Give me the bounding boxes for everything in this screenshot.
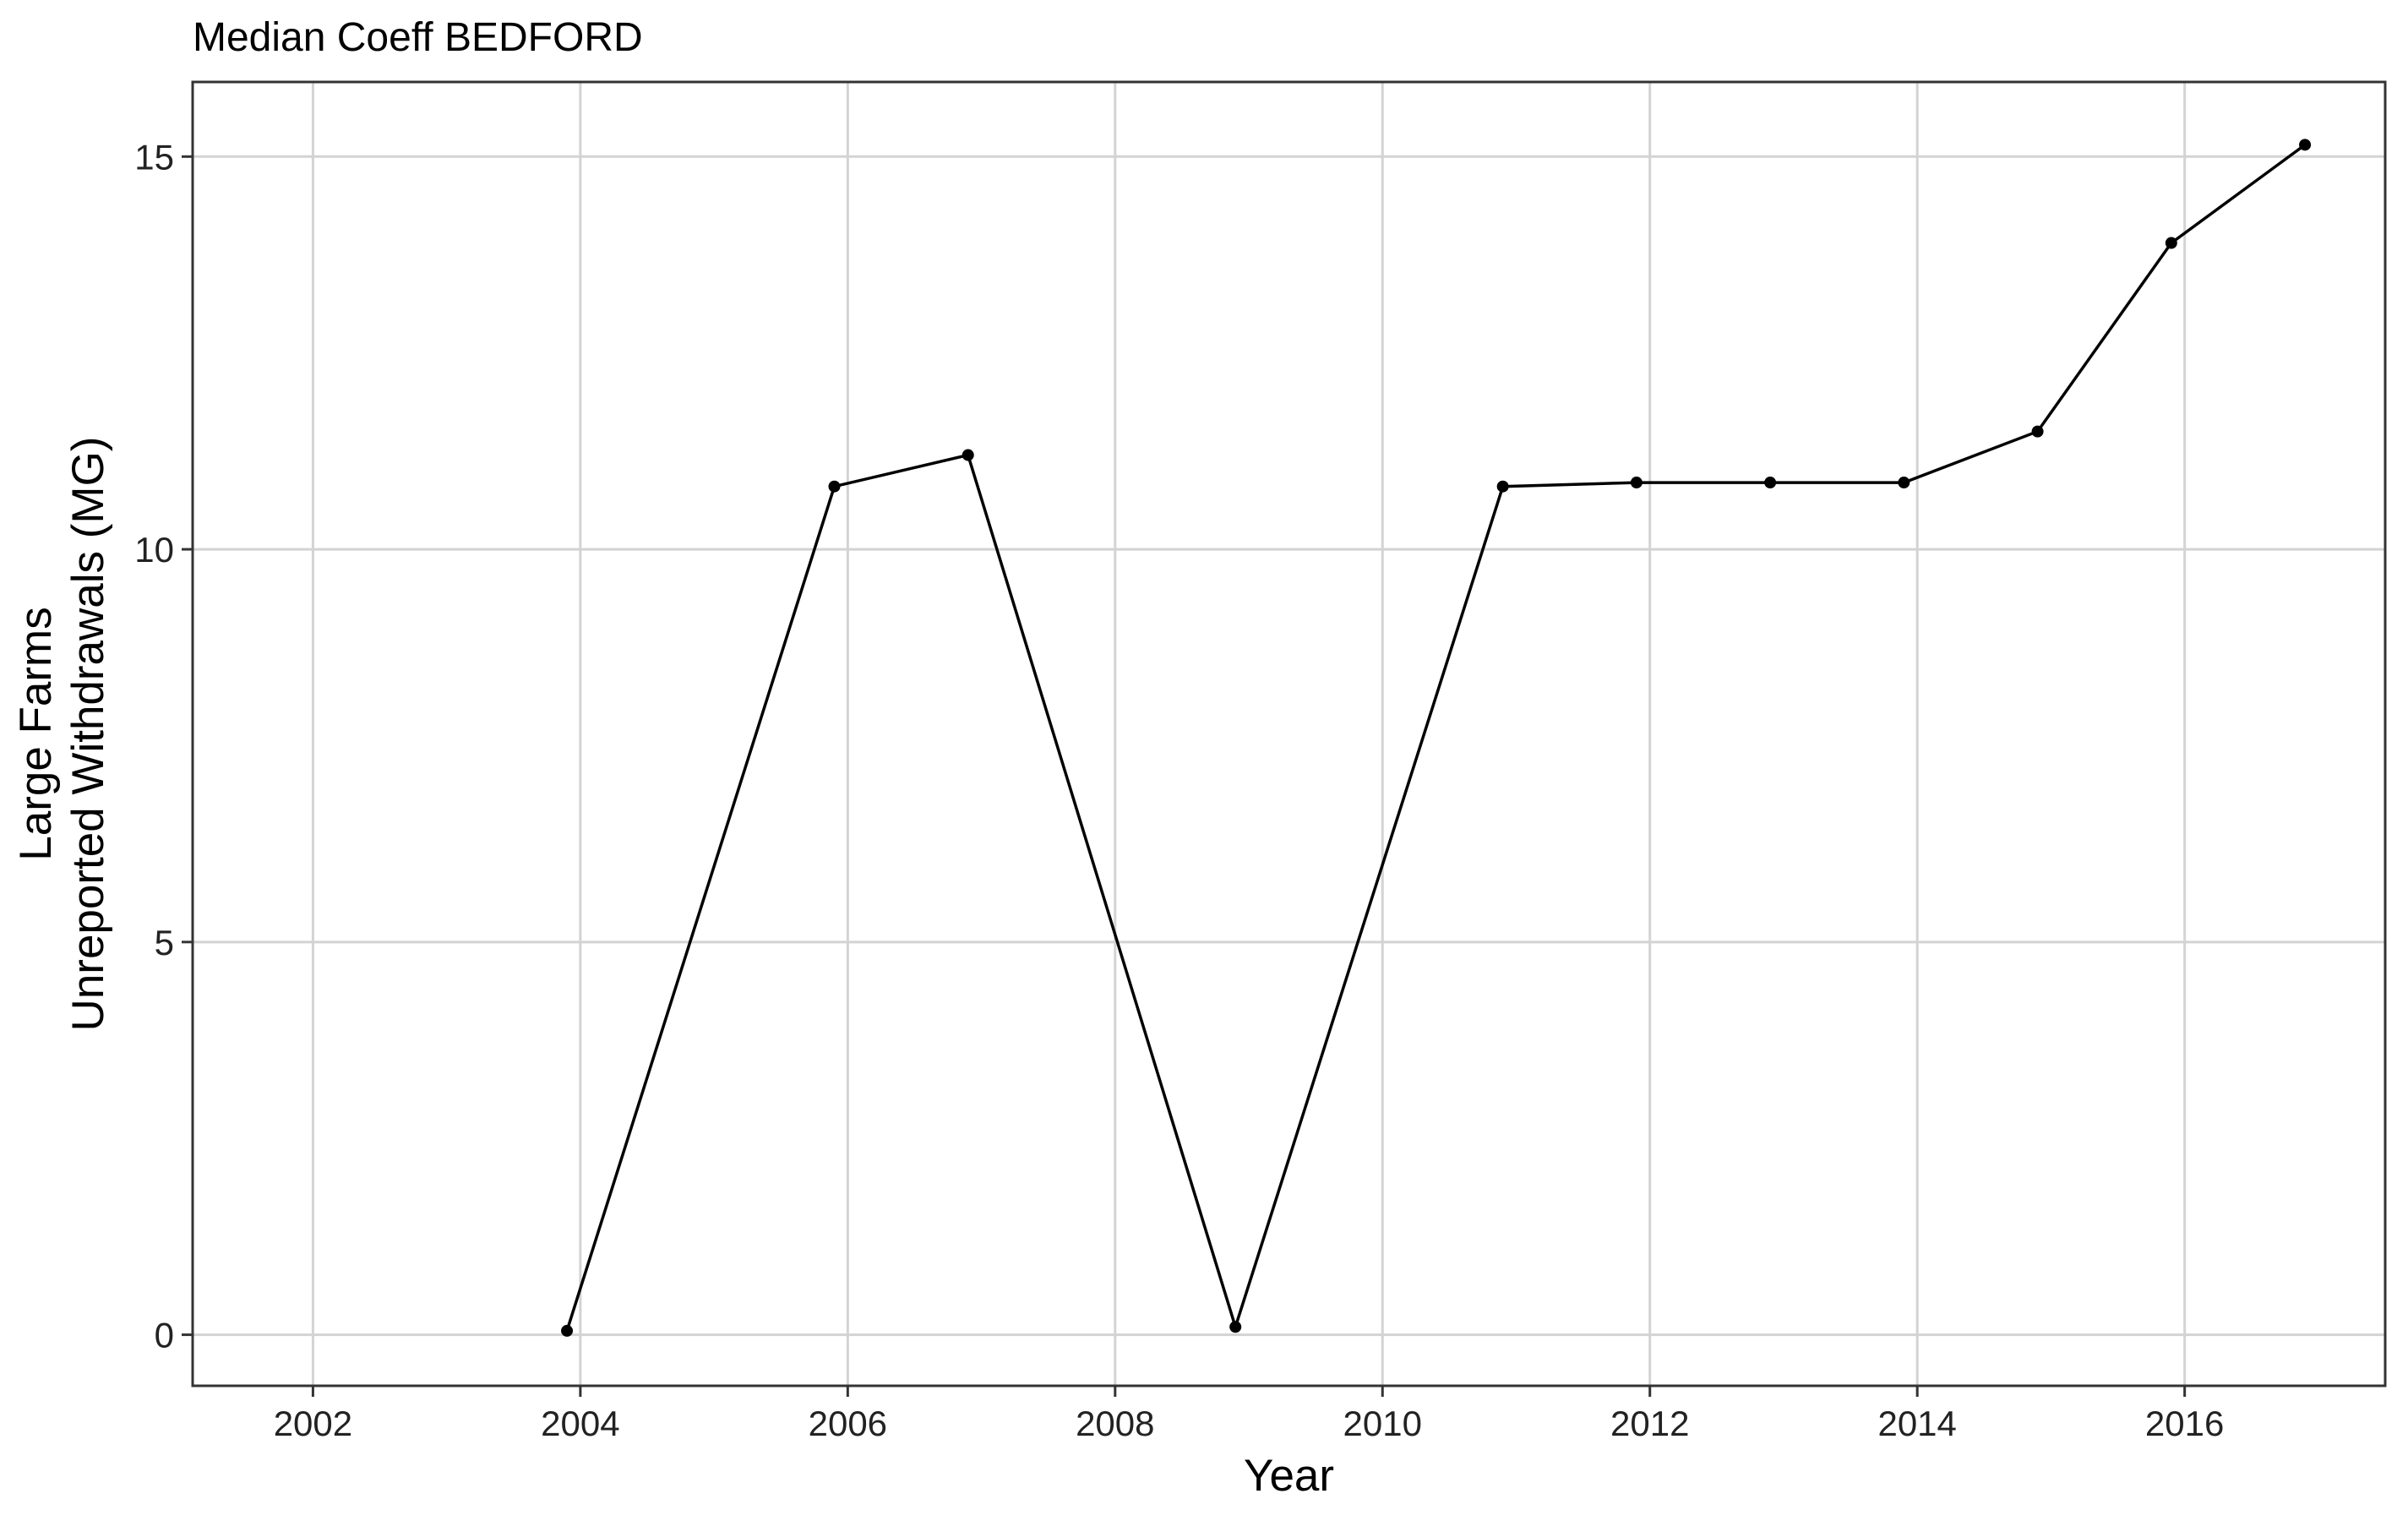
gridlines: [193, 82, 2385, 1386]
y-tick-label-10: 10: [134, 530, 174, 570]
chart-title: Median Coeff BEDFORD: [193, 15, 643, 60]
plot-panel-border: [191, 80, 2387, 1387]
data-point: [2299, 139, 2312, 151]
data-series: [561, 139, 2312, 1337]
data-point: [2031, 425, 2044, 438]
axes: 2002 2004 2006 2008 2010 2012 2014 2016 0 5 10 15: [134, 137, 2224, 1443]
y-axis-title-line-1: Large Farms: [11, 607, 61, 860]
x-tick-label-2002: 2002: [274, 1404, 352, 1443]
x-tick-label-2006: 2006: [809, 1404, 887, 1443]
data-point: [561, 1324, 574, 1337]
data-point: [2165, 237, 2177, 249]
x-tick-label-2008: 2008: [1076, 1404, 1154, 1443]
x-tick-label-2016: 2016: [2145, 1404, 2224, 1443]
x-tick-label-2014: 2014: [1877, 1404, 1956, 1443]
x-tick-label-2012: 2012: [1610, 1404, 1689, 1443]
data-point: [1630, 477, 1643, 489]
x-tick-label-2004: 2004: [541, 1404, 619, 1443]
series-line-0: [565, 143, 2307, 1333]
y-tick-label-5: 5: [155, 923, 174, 962]
y-axis-title-line-2: Unreported Withdrawals (MG): [63, 437, 113, 1032]
data-point: [1898, 477, 1910, 489]
y-tick-label-0: 0: [155, 1316, 174, 1355]
x-tick-label-2010: 2010: [1343, 1404, 1422, 1443]
y-tick-label-15: 15: [134, 137, 174, 177]
data-point: [828, 480, 841, 493]
x-axis-title: Year: [1244, 1451, 1334, 1501]
data-point: [1496, 480, 1509, 493]
y-axis-title: Large FarmsUnreported Withdrawals (MG): [11, 437, 113, 1032]
data-point: [1764, 477, 1777, 489]
data-point: [1229, 1321, 1242, 1333]
data-point: [962, 449, 974, 461]
